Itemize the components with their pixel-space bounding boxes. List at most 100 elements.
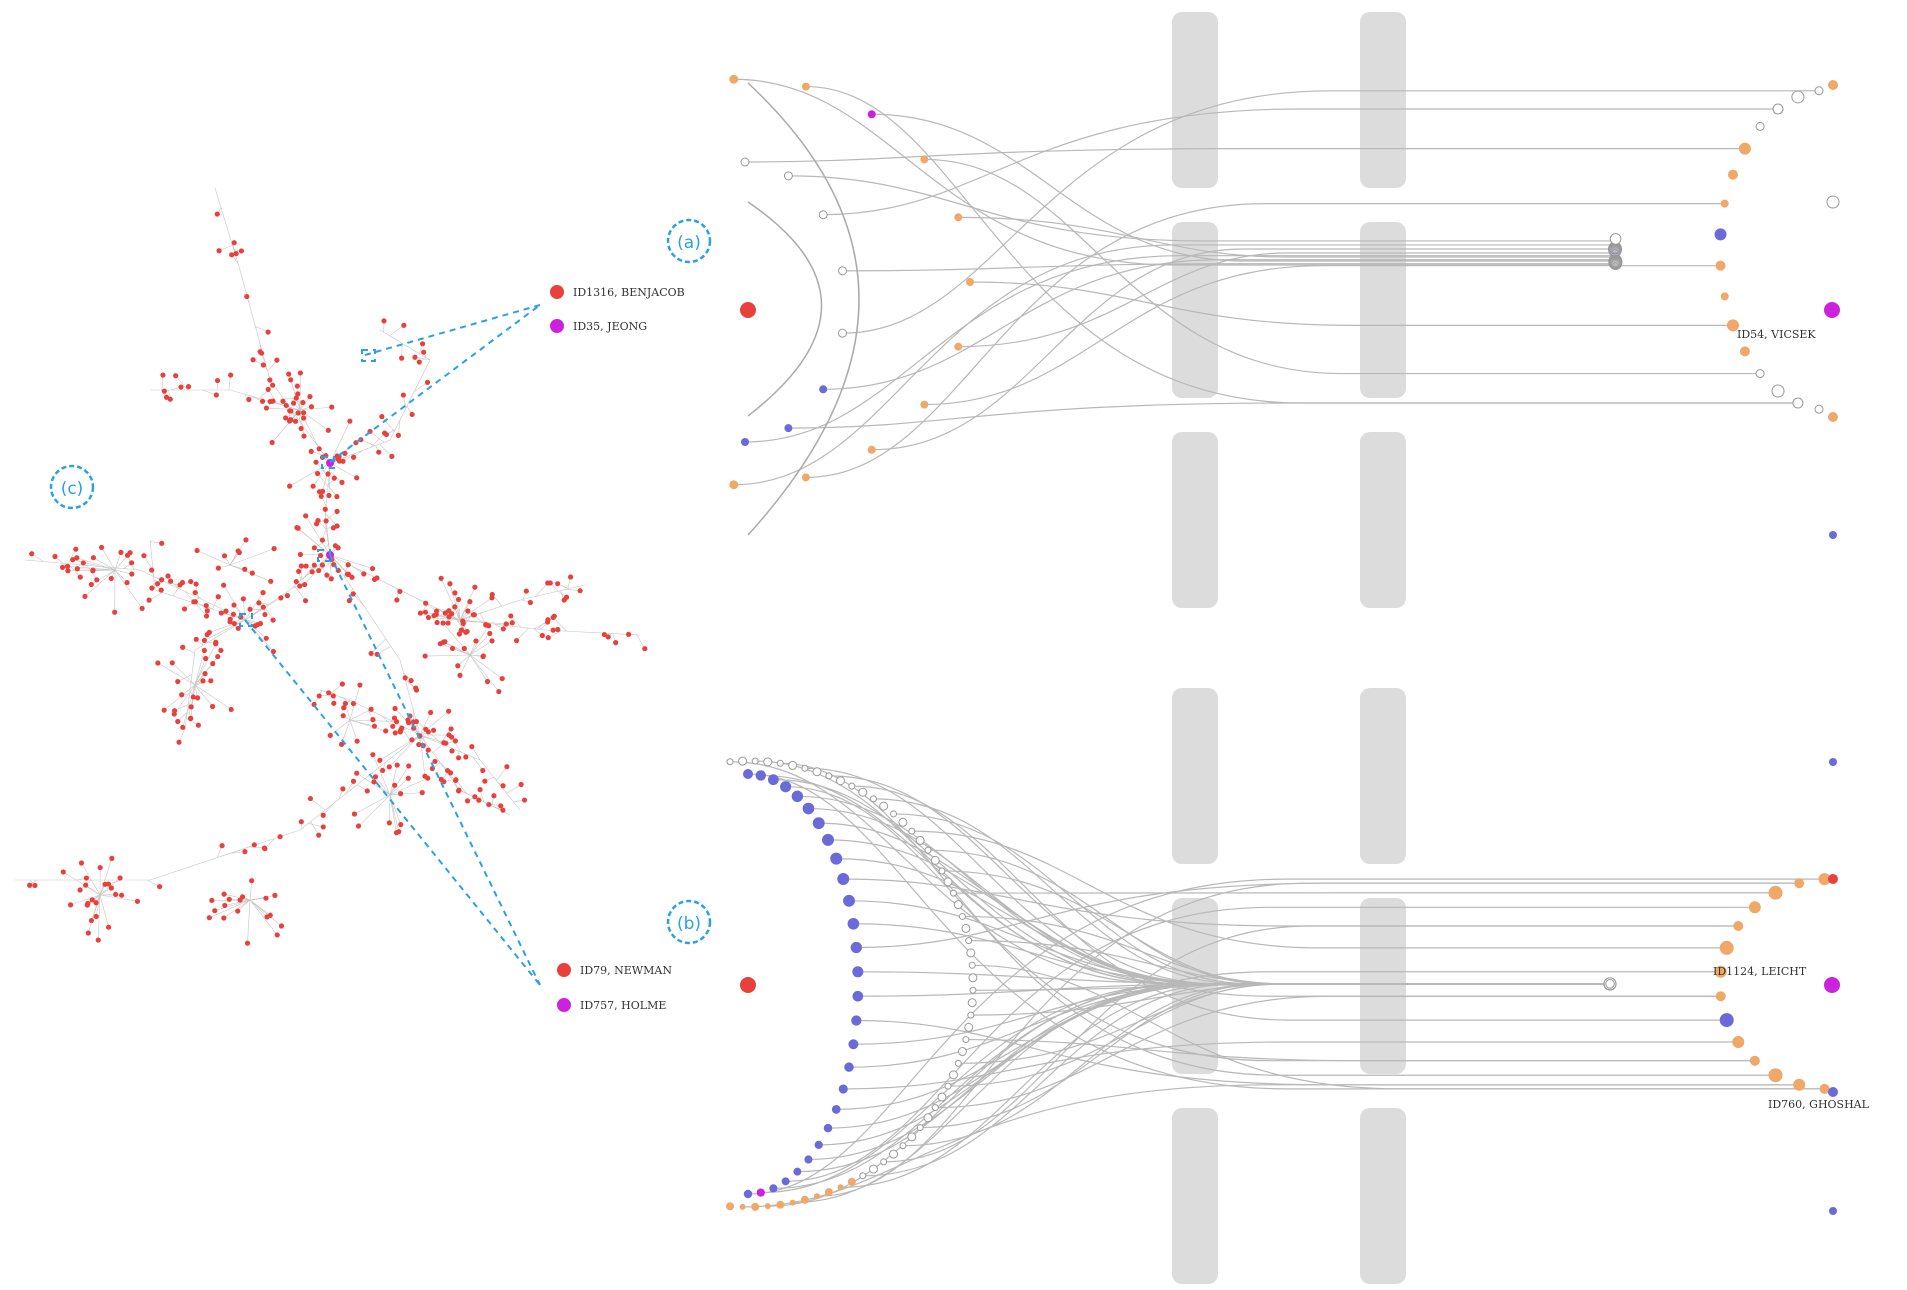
network-edge — [163, 684, 196, 711]
network-node — [270, 382, 276, 388]
network-node — [272, 892, 278, 898]
flow-link — [920, 983, 1610, 1129]
network-node — [311, 562, 317, 568]
flow-node — [751, 1202, 760, 1211]
network-node — [424, 379, 431, 385]
flow-node — [776, 1200, 785, 1209]
network-node — [267, 399, 273, 405]
flow-node — [1719, 940, 1734, 955]
network-node — [238, 248, 245, 254]
flow-link — [965, 1038, 1755, 1062]
flow-node — [966, 278, 974, 286]
network-edge — [472, 756, 484, 771]
legend-a-magenta-dot — [550, 319, 564, 333]
network-node — [251, 842, 257, 848]
flow-node — [899, 1142, 907, 1150]
network-edge — [381, 416, 395, 432]
network-node — [350, 591, 356, 597]
flow-node — [1828, 1087, 1838, 1097]
network-node — [203, 602, 209, 609]
network-edge — [174, 684, 196, 715]
network-edge — [99, 894, 138, 902]
network-node — [347, 418, 353, 424]
network-edge — [409, 715, 421, 736]
network-node — [244, 293, 250, 300]
network-node — [176, 739, 182, 745]
panel-label-b: (b) — [677, 914, 701, 934]
network-node — [214, 211, 220, 217]
network-node — [357, 682, 363, 688]
network-node — [59, 564, 66, 570]
network-node — [286, 371, 292, 377]
network-node — [233, 251, 239, 257]
flow-node — [726, 758, 734, 766]
network-node — [389, 453, 395, 459]
network-node — [83, 875, 90, 881]
flow-node — [890, 810, 898, 818]
network-edge — [329, 554, 373, 569]
network-node — [249, 878, 255, 884]
network-node — [331, 475, 337, 481]
network-node — [215, 594, 221, 600]
network-node — [503, 621, 509, 627]
network-edge — [299, 409, 305, 437]
network-node — [354, 770, 360, 776]
network-edge — [194, 684, 213, 707]
network-node — [325, 427, 331, 433]
network-node — [470, 612, 476, 618]
network-node — [179, 692, 185, 698]
network-node — [568, 574, 574, 580]
network-node — [215, 653, 221, 660]
network-node — [293, 395, 299, 401]
network-node — [472, 584, 478, 590]
network-node — [161, 388, 167, 394]
flow-node — [740, 157, 750, 167]
network-node — [222, 902, 228, 909]
flow-link — [842, 90, 1820, 334]
network-node — [171, 711, 177, 717]
network-node — [398, 727, 404, 733]
network-node — [175, 718, 181, 725]
network-node — [417, 610, 424, 616]
network-node — [509, 620, 515, 626]
network-edge — [289, 462, 331, 487]
network-nodes — [27, 211, 648, 946]
network-node — [446, 614, 452, 620]
network-node — [274, 357, 280, 363]
network-node — [399, 355, 405, 361]
network-node — [297, 370, 303, 376]
network-edge — [379, 443, 393, 457]
network-node — [431, 612, 437, 619]
network-node — [294, 524, 300, 531]
network-node — [310, 483, 316, 489]
network-node — [188, 716, 194, 722]
network-edge — [294, 585, 306, 601]
network-node — [368, 650, 374, 657]
flow-node — [879, 801, 889, 811]
network-edge — [249, 899, 278, 936]
flow-node — [943, 877, 953, 887]
flow-node — [837, 328, 847, 338]
flow-node — [852, 990, 864, 1002]
network-edge — [389, 794, 402, 825]
network-edge — [114, 569, 128, 583]
network-node — [90, 555, 97, 561]
flow-link — [924, 158, 1761, 375]
network-edge — [76, 557, 116, 571]
network-node — [149, 567, 155, 573]
network-node — [369, 565, 376, 572]
network-node — [322, 506, 328, 512]
network-node — [287, 408, 293, 414]
network-node — [243, 537, 249, 543]
network-node — [180, 644, 186, 650]
network-node — [456, 631, 462, 637]
network-node — [303, 513, 309, 519]
network-node — [270, 648, 276, 655]
network-node — [308, 448, 314, 455]
network-node — [480, 653, 486, 659]
network-node — [274, 932, 280, 938]
network-node — [94, 577, 100, 583]
network-node — [409, 411, 415, 418]
network-node — [204, 608, 210, 614]
